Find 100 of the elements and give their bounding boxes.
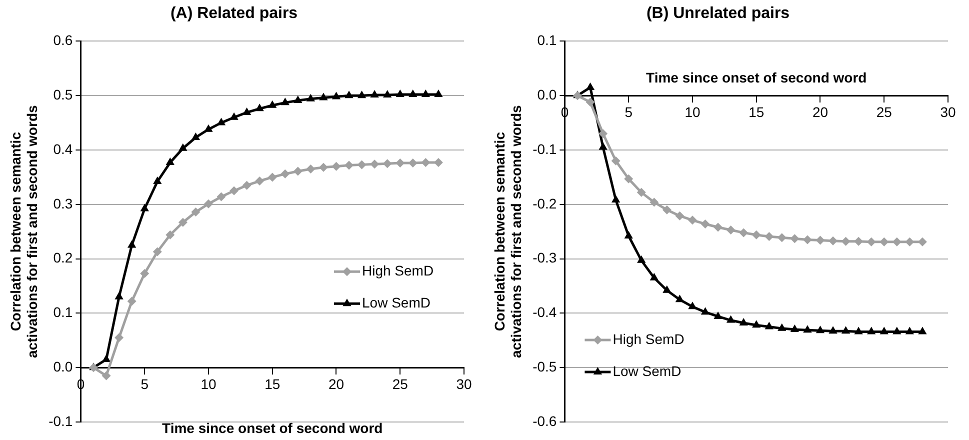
point: [102, 371, 111, 380]
point: [700, 219, 710, 228]
point: [421, 90, 430, 98]
point: [396, 90, 404, 98]
x-tick-label: 15: [748, 104, 764, 120]
point: [383, 90, 392, 98]
x-tick-label: 30: [940, 104, 956, 120]
point: [306, 94, 316, 102]
point: [688, 302, 697, 310]
legend-label: High SemD: [362, 262, 434, 278]
y-axis-title: Correlation between semantic activations for first and second words: [491, 104, 524, 358]
point: [268, 100, 277, 108]
point: [153, 176, 162, 184]
point: [816, 236, 825, 245]
y-tick-label: 0.5: [53, 86, 73, 102]
point: [255, 176, 264, 186]
point: [332, 92, 341, 100]
point: [140, 204, 149, 212]
x-tick-label: 25: [392, 376, 408, 392]
point: [752, 320, 761, 328]
point: [166, 158, 174, 166]
point: [662, 205, 672, 214]
point: [739, 228, 748, 238]
x-tick-label: 20: [328, 376, 344, 392]
point: [191, 132, 200, 140]
point: [828, 326, 838, 334]
legend-label: Low SemD: [362, 294, 430, 310]
point: [790, 324, 800, 332]
chart-title: (B) Unrelated pairs: [646, 5, 790, 22]
point: [166, 230, 175, 240]
y-tick-label: -0.6: [532, 412, 557, 429]
point: [624, 230, 633, 238]
x-tick-label: 15: [264, 376, 280, 392]
point: [140, 268, 150, 278]
y-tick-label: -0.4: [532, 304, 557, 320]
point: [127, 296, 136, 306]
x-tick-label: 5: [624, 104, 633, 120]
point: [892, 326, 902, 334]
point: [318, 162, 328, 172]
point: [408, 90, 418, 98]
point: [700, 307, 710, 315]
point: [918, 326, 927, 334]
point: [803, 325, 812, 333]
y-tick-label: 0.1: [53, 304, 73, 320]
point: [688, 216, 697, 225]
point: [319, 92, 328, 100]
point: [294, 95, 302, 103]
y-tick-label: 0.1: [537, 32, 557, 48]
point: [611, 156, 620, 166]
x-tick-label: 30: [456, 376, 472, 392]
y-tick-label: 0.3: [53, 195, 73, 212]
point: [867, 326, 876, 334]
point: [178, 218, 188, 227]
point: [905, 326, 914, 334]
chart-title: (A) Related pairs: [170, 5, 298, 22]
point: [216, 192, 226, 202]
point: [726, 225, 736, 234]
x-axis-title: Time since onset of second word: [162, 420, 383, 436]
point: [752, 230, 761, 240]
y-tick-label: 0.4: [53, 140, 73, 157]
x-axis-title: Time since onset of second word: [646, 69, 867, 86]
legend-label: Low SemD: [612, 362, 682, 379]
point: [714, 311, 722, 319]
y-tick-label: -0.3: [532, 250, 557, 266]
point: [790, 234, 800, 244]
x-tick-label: 10: [684, 104, 700, 120]
point: [611, 195, 620, 203]
point: [816, 326, 825, 334]
point: [332, 162, 341, 171]
point: [636, 188, 646, 197]
point: [624, 174, 634, 184]
y-tick-label: 0.6: [53, 32, 73, 48]
point: [128, 240, 136, 248]
point: [637, 255, 646, 263]
point: [152, 247, 162, 256]
point: [357, 160, 366, 170]
point: [344, 90, 354, 98]
point: [280, 98, 290, 106]
point: [726, 315, 736, 323]
point: [293, 166, 302, 176]
point: [204, 199, 213, 208]
point: [255, 104, 264, 112]
point: [280, 169, 290, 178]
point: [598, 129, 608, 138]
point: [662, 285, 672, 293]
y-tick-label: 0.2: [53, 250, 73, 266]
y-tick-label: -0.2: [532, 195, 557, 212]
point: [675, 211, 684, 220]
point: [650, 272, 658, 280]
point: [114, 333, 124, 342]
point: [764, 232, 774, 241]
legend-label: High SemD: [612, 330, 684, 347]
point: [268, 172, 277, 182]
point: [242, 180, 252, 190]
point: [739, 318, 748, 326]
point: [306, 164, 316, 174]
y-tick-label: -0.1: [48, 412, 73, 429]
point: [841, 326, 850, 334]
point: [650, 198, 659, 207]
point: [880, 326, 888, 334]
